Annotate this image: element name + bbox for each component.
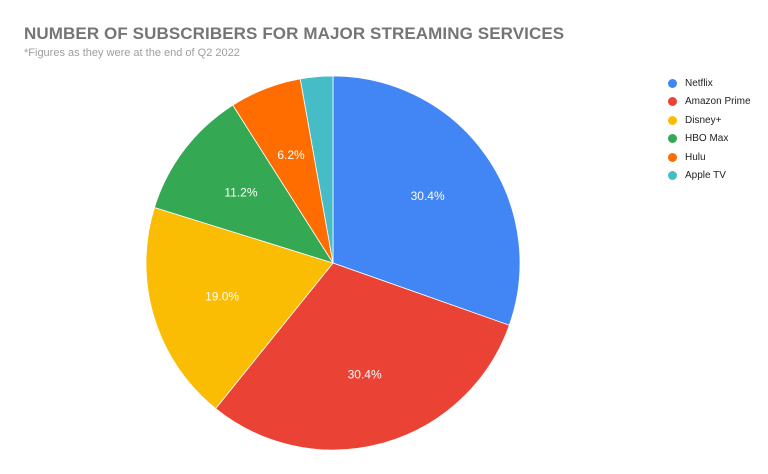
pie-slice-disney-[interactable]: [145, 206, 334, 410]
pie-slice-apple-tv[interactable]: [299, 75, 334, 264]
legend-item-disney-[interactable]: Disney+: [668, 111, 751, 130]
legend-label: Disney+: [685, 114, 722, 126]
slice-label: 11.2%: [224, 186, 257, 200]
legend-label: Netflix: [685, 77, 713, 89]
legend-dot-icon: [668, 97, 677, 107]
legend-dot-icon: [668, 78, 677, 88]
legend-item-apple-tv[interactable]: Apple TV: [668, 167, 751, 186]
chart-subtitle: *Figures as they were at the end of Q2 2…: [24, 47, 240, 59]
legend-item-netflix[interactable]: Netflix: [668, 74, 751, 93]
slice-label: 30.4%: [348, 368, 382, 382]
legend-dot-icon: [668, 152, 677, 162]
legend-dot-icon: [668, 134, 677, 144]
legend-item-hulu[interactable]: Hulu: [668, 148, 751, 167]
legend-item-hbo-max[interactable]: HBO Max: [668, 130, 751, 149]
legend-item-amazon-prime[interactable]: Amazon Prime: [668, 93, 751, 112]
legend-label: Amazon Prime: [685, 96, 751, 108]
slice-label: 6.2%: [277, 148, 305, 162]
legend-label: Apple TV: [685, 170, 726, 182]
legend-dot-icon: [668, 171, 677, 181]
legend: Netflix Amazon Prime Disney+ HBO Max Hulu App…: [668, 74, 751, 185]
pie-slice-amazon-prime[interactable]: [215, 262, 510, 451]
pie-slice-hbo-max[interactable]: [153, 104, 334, 264]
legend-label: Hulu: [685, 151, 706, 163]
slice-label: 30.4%: [411, 189, 445, 203]
pie-slice-netflix[interactable]: [332, 75, 521, 326]
slice-label: 19.0%: [205, 290, 239, 304]
legend-label: HBO Max: [685, 133, 729, 145]
chart-title: NUMBER OF SUBSCRIBERS FOR MAJOR STREAMIN…: [24, 24, 565, 43]
legend-dot-icon: [668, 115, 677, 125]
